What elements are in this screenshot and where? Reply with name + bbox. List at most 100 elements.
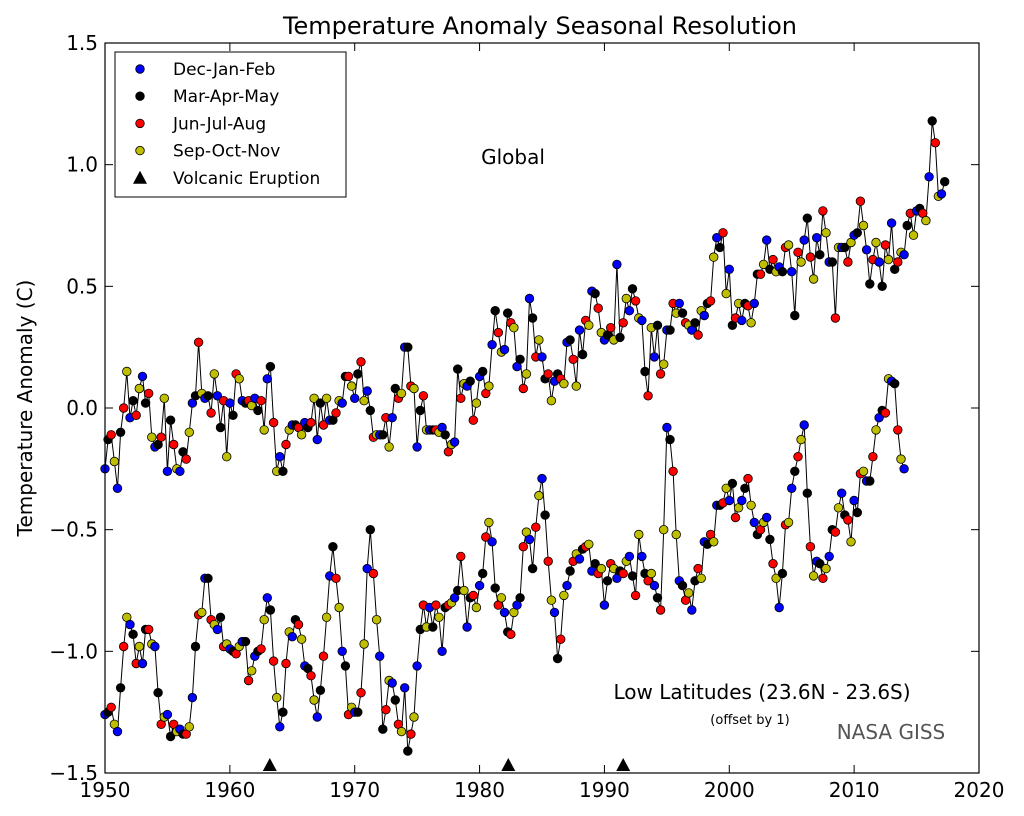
data-point [496, 593, 507, 603]
data-point [796, 257, 806, 267]
data-point [365, 405, 376, 416]
data-point [596, 563, 607, 574]
data-point [484, 381, 494, 391]
x-tick-label: 1960 [204, 778, 255, 802]
data-point [390, 695, 401, 705]
eruption-marker [262, 758, 277, 771]
data-point [852, 507, 863, 518]
data-point [777, 568, 788, 579]
data-point [727, 478, 738, 489]
data-point [128, 396, 138, 406]
data-point [649, 580, 660, 591]
data-point [122, 366, 132, 377]
data-point [215, 612, 226, 623]
data-point [262, 374, 273, 384]
data-point [131, 410, 141, 421]
data-point [868, 452, 878, 462]
legend-marker [135, 118, 145, 129]
data-point [137, 658, 148, 669]
data-point [837, 488, 847, 498]
data-point [787, 267, 797, 277]
data-point [331, 573, 341, 584]
data-point [627, 571, 638, 581]
data-point [646, 568, 657, 579]
data-point [930, 138, 941, 148]
data-point [181, 454, 191, 464]
data-point [306, 671, 316, 681]
data-point [215, 422, 226, 433]
data-point [287, 632, 298, 642]
data-point [162, 466, 173, 477]
data-point [531, 522, 541, 532]
data-point [437, 646, 447, 657]
data-point [559, 379, 569, 389]
data-point [687, 605, 697, 615]
x-tick-label: 2000 [704, 778, 755, 802]
data-point [509, 323, 519, 333]
data-point [758, 259, 769, 270]
data-point [534, 490, 544, 501]
data-point [924, 172, 934, 182]
data-point [737, 315, 747, 326]
data-point [409, 712, 419, 722]
data-point [709, 537, 719, 547]
data-point [612, 259, 622, 270]
data-point [293, 619, 304, 630]
data-point [396, 726, 407, 737]
data-point [462, 622, 472, 632]
data-point [534, 335, 544, 345]
data-point [743, 473, 753, 484]
legend-marker [135, 145, 145, 156]
data-point [331, 408, 341, 418]
data-point [147, 432, 157, 442]
data-point [337, 398, 347, 408]
data-point [584, 539, 594, 550]
x-tick-label: 2020 [954, 778, 1005, 802]
data-point [209, 369, 220, 379]
legend-label: Sep-Oct-Nov [173, 142, 280, 162]
data-point [674, 298, 685, 309]
data-point [309, 393, 319, 404]
eruption-marker [501, 758, 516, 771]
data-point [515, 354, 525, 365]
data-point [849, 495, 859, 506]
eruption-marker [616, 758, 631, 771]
data-point [400, 683, 410, 693]
data-point [240, 636, 251, 647]
data-point [478, 366, 488, 377]
data-point [318, 651, 329, 661]
data-point [362, 563, 372, 574]
data-point [265, 361, 276, 372]
data-point [474, 580, 485, 591]
data-point [768, 254, 778, 265]
data-point [268, 656, 279, 666]
data-point [696, 573, 706, 584]
data-point [165, 415, 176, 425]
data-point [234, 374, 244, 384]
x-tick-label: 1970 [329, 778, 380, 802]
data-point [602, 576, 613, 586]
x-tick-label: 1980 [454, 778, 505, 802]
y-tick-label: −1.5 [49, 761, 98, 785]
data-point [184, 427, 195, 438]
data-point [668, 466, 678, 477]
data-point [459, 585, 469, 596]
data-point [693, 563, 703, 574]
data-point [590, 288, 600, 299]
data-point [193, 337, 204, 348]
data-point [281, 439, 291, 450]
data-point [412, 661, 422, 671]
data-point [799, 420, 809, 430]
data-point [115, 427, 126, 438]
data-point [272, 692, 282, 703]
data-point [537, 352, 547, 362]
data-point [737, 495, 747, 506]
data-point [478, 568, 488, 579]
data-point [134, 641, 145, 652]
legend-label: Mar-Apr-May [173, 87, 279, 107]
data-point [321, 393, 332, 404]
legend-marker [135, 64, 145, 74]
data-point [112, 483, 123, 494]
data-point [908, 230, 919, 240]
data-point [406, 729, 416, 739]
